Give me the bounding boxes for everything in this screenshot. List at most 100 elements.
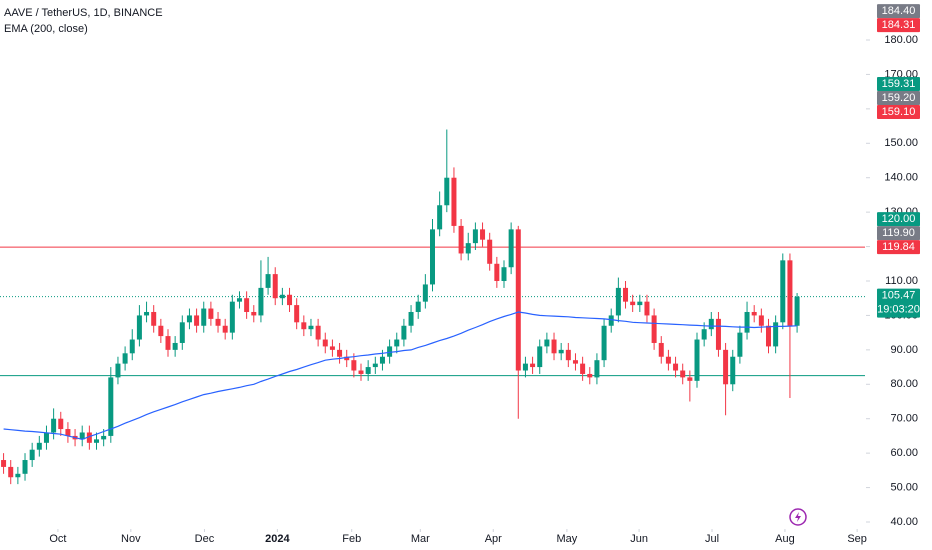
candle-body (244, 298, 250, 312)
candle-body (658, 342, 664, 357)
candle-body (129, 339, 135, 354)
logo (789, 508, 807, 526)
candle-body (51, 418, 57, 433)
last-price-label: 105.47 (882, 290, 916, 302)
candle-body (780, 260, 786, 323)
candle-body (287, 294, 293, 306)
x-tick-label: Sep (847, 533, 867, 545)
candle-body (79, 432, 85, 440)
candle-body (165, 336, 171, 350)
candle-body (329, 346, 335, 350)
candle-body (680, 370, 686, 378)
candle-body (122, 353, 128, 364)
y-tick-label: 50.00 (890, 481, 918, 493)
candle-body (229, 301, 235, 333)
candle-body (765, 325, 771, 347)
candle-body (358, 370, 364, 374)
candle-body (551, 339, 557, 354)
candle-body (715, 318, 721, 350)
candle-body (151, 311, 157, 326)
candle-body (179, 322, 185, 343)
candle-body (794, 296, 800, 326)
price-label-box (877, 4, 920, 19)
price-label-box (877, 90, 920, 105)
candle-body (687, 377, 693, 381)
candle-body (272, 274, 278, 299)
candle-body (401, 325, 407, 340)
candle-body (8, 466, 14, 478)
candle-body (65, 429, 71, 436)
x-tick-label: Aug (775, 533, 795, 545)
candle-body (387, 346, 393, 357)
candle-body (587, 373, 593, 378)
y-tick-label: 60.00 (890, 447, 918, 459)
candle-body (723, 349, 729, 385)
candle-body (429, 229, 436, 285)
candle-body (615, 287, 621, 316)
candle-body (236, 298, 242, 302)
candle-body (544, 339, 550, 347)
x-tick-label: Jul (705, 533, 719, 545)
candle-body (344, 356, 350, 361)
y-tick-label: 110.00 (885, 275, 918, 287)
price-label: 159.31 (882, 78, 916, 90)
candle-body (265, 274, 271, 288)
y-tick-label: 80.00 (890, 378, 918, 390)
candle-body (572, 360, 578, 364)
candle-body (737, 332, 743, 357)
price-label-box (877, 104, 920, 119)
candle-body (29, 449, 35, 461)
candle-body (351, 360, 357, 371)
candle-body (651, 315, 657, 343)
candle-body (337, 349, 343, 357)
candle-body (472, 229, 478, 244)
candle-body (279, 294, 285, 299)
price-label: 184.40 (882, 5, 916, 17)
last-price-box (877, 288, 920, 318)
candle-body (787, 260, 793, 326)
candle-body (537, 346, 543, 368)
candle-body (379, 356, 385, 364)
logo-ring (789, 508, 807, 526)
x-tick-label: Apr (485, 533, 502, 545)
candle-body (36, 442, 42, 450)
candle-body (580, 363, 586, 374)
indicator-label: EMA (200, close) (4, 23, 88, 35)
candle-body (465, 243, 471, 254)
price-label: 120.00 (882, 213, 916, 225)
candle-body (637, 301, 643, 306)
candle-body (451, 177, 457, 226)
ema-line (3, 311, 798, 441)
candle-body (758, 315, 764, 326)
candle-body (365, 367, 371, 374)
candle-body (558, 349, 564, 354)
candle-body (308, 325, 314, 330)
candle-body (773, 322, 779, 347)
candle-body (487, 239, 493, 264)
x-tick-label: Jun (630, 533, 648, 545)
candle-body (15, 473, 21, 478)
candle-body (186, 315, 192, 323)
price-label: 159.10 (882, 106, 916, 118)
candle-body (201, 308, 207, 326)
candle-body (630, 301, 636, 306)
y-tick-label: 90.00 (890, 344, 918, 356)
candle-body (501, 267, 507, 281)
candle-body (158, 325, 164, 337)
candle-body (694, 339, 700, 381)
price-label: 119.84 (882, 241, 915, 253)
candle-body (422, 284, 428, 302)
candle-body (458, 225, 464, 254)
logo-bolt (795, 512, 801, 522)
candle-body (644, 301, 650, 316)
candle-body (437, 205, 443, 230)
candle-body (530, 363, 536, 368)
candle-body (623, 287, 629, 302)
candle-body (208, 308, 214, 319)
y-tick-label: 150.00 (884, 137, 918, 149)
candle-body (22, 460, 28, 474)
candle-body (301, 322, 307, 330)
candle-body (701, 329, 707, 340)
price-label-box (877, 240, 920, 255)
